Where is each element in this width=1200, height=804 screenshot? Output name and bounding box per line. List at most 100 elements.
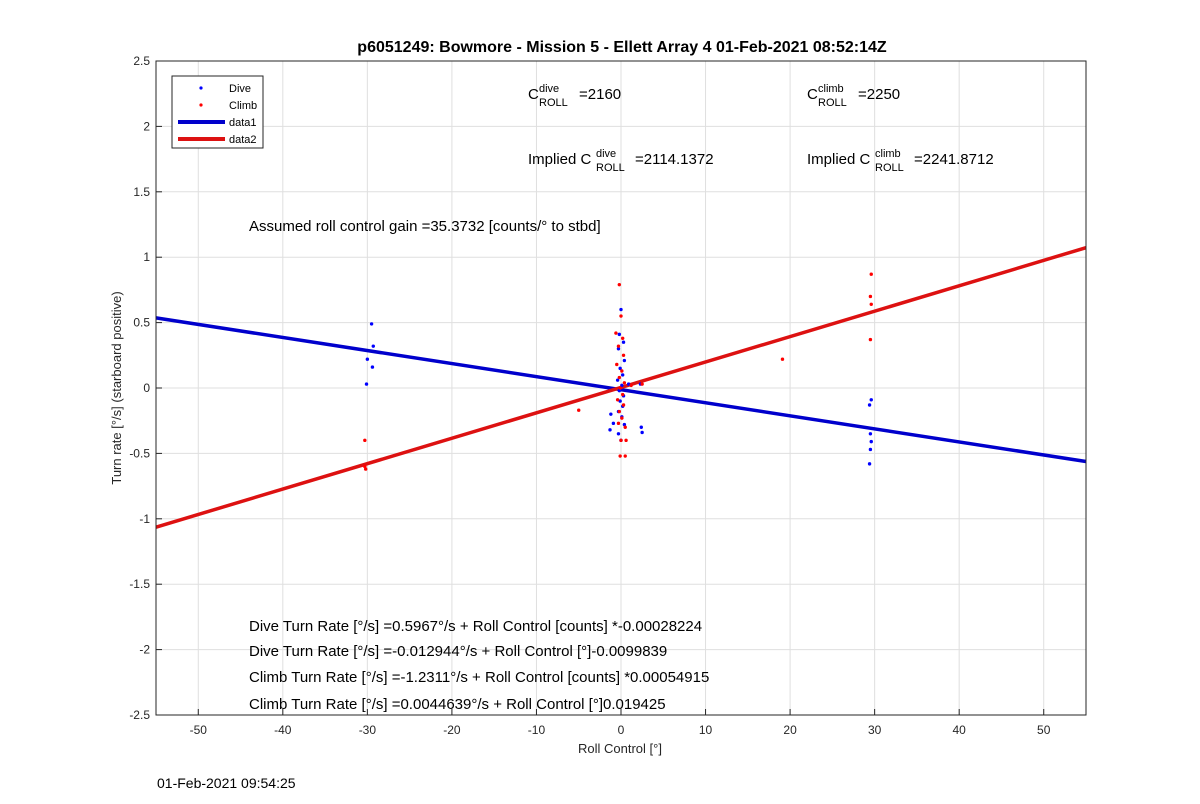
point-climb — [620, 369, 624, 373]
point-dive — [869, 439, 873, 444]
implied-climb-prefix: Implied C — [807, 151, 871, 168]
point-climb — [624, 438, 628, 443]
point-climb — [629, 383, 633, 388]
point-dive — [867, 403, 872, 407]
point-dive — [640, 430, 644, 435]
point-climb — [614, 331, 618, 335]
point-climb — [623, 425, 627, 429]
legend-climb-label: Climb — [229, 100, 257, 112]
x-tick-labels: -50 -40 -30 -20 -10 0 10 20 30 40 50 — [190, 723, 1051, 737]
point-climb — [619, 314, 623, 318]
point-dive — [639, 425, 643, 429]
annotation-implied-climb: Implied C climb ROLL =2241.8712 — [807, 148, 994, 174]
point-climb — [616, 421, 621, 426]
point-climb — [615, 362, 619, 367]
x-tick-label: -10 — [528, 723, 546, 737]
point-climb — [869, 302, 873, 306]
legend-box — [171, 75, 264, 149]
x-tick-label: -20 — [443, 723, 461, 737]
point-dive — [619, 307, 623, 312]
point-climb — [622, 381, 627, 385]
point-dive — [868, 432, 873, 436]
series-data1-line — [155, 316, 1087, 464]
c-dive-value: =2160 — [579, 86, 621, 103]
y-tick-label: -2 — [139, 643, 150, 657]
point-dive — [611, 421, 616, 426]
point-dive — [622, 358, 627, 363]
y-tick-label: 1.5 — [133, 185, 150, 199]
point-dive — [617, 388, 622, 393]
implied-dive-sub: ROLL — [596, 162, 625, 174]
legend-climb-marker — [199, 103, 203, 107]
footer-timestamp: 01-Feb-2021 09:54:25 — [157, 775, 296, 791]
y-tick-label: -1 — [139, 512, 150, 526]
point-dive — [369, 322, 374, 326]
chart-title: p6051249: Bowmore - Mission 5 - Ellett A… — [357, 39, 887, 56]
point-dive — [626, 382, 631, 386]
y-tick-label: 0.5 — [133, 316, 150, 330]
x-tick-label: 20 — [783, 723, 797, 737]
point-dive — [618, 366, 622, 371]
point-dive — [622, 422, 627, 427]
x-tick-label: 40 — [953, 723, 967, 737]
c-climb-sup: climb — [818, 83, 844, 95]
point-climb — [617, 409, 622, 414]
point-climb — [363, 467, 368, 471]
point-climb — [617, 375, 622, 380]
annotation-c-climb: C climb ROLL =2250 — [807, 83, 900, 109]
point-climb — [868, 337, 873, 342]
implied-dive-prefix: Implied C — [528, 151, 592, 168]
annotation-implied-dive: Implied C dive ROLL =2114.1372 — [528, 148, 714, 174]
y-axis-label: Turn rate [°/s] (starboard positive) — [109, 291, 124, 484]
point-dive — [617, 332, 622, 337]
equation-climb-degrees: Climb Turn Rate [°/s] =0.0044639°/s + Ro… — [249, 696, 666, 713]
legend: Dive Climb data1 data2 — [171, 75, 264, 149]
point-dive — [616, 347, 621, 351]
y-tick-label: 1 — [143, 250, 150, 264]
point-dive — [618, 399, 622, 403]
implied-climb-value: =2241.8712 — [914, 151, 994, 168]
x-tick-label: -30 — [359, 723, 377, 737]
point-dive — [621, 340, 626, 344]
point-climb — [621, 403, 626, 407]
y-tick-label: 2.5 — [133, 54, 150, 68]
point-dive — [615, 378, 620, 382]
y-tick-label: -0.5 — [129, 446, 150, 460]
point-climb — [620, 392, 625, 397]
equation-climb-counts: Climb Turn Rate [°/s] =-1.2311°/s + Roll… — [249, 669, 709, 686]
point-climb — [640, 382, 644, 386]
x-tick-label: -40 — [274, 723, 292, 737]
point-climb — [619, 438, 623, 443]
x-tick-label: 30 — [868, 723, 882, 737]
x-axis-label: Roll Control [°] — [578, 741, 662, 756]
c-climb-base: C — [807, 86, 818, 103]
point-dive — [869, 398, 873, 402]
x-tick-label: 0 — [618, 723, 625, 737]
y-tick-label: -1.5 — [129, 577, 150, 591]
x-tick-label: -50 — [190, 723, 208, 737]
equation-dive-counts: Dive Turn Rate [°/s] =0.5967°/s + Roll C… — [249, 618, 702, 635]
y-tick-label: 2 — [143, 119, 150, 133]
point-climb — [618, 386, 622, 390]
point-climb — [616, 344, 621, 348]
x-tick-label: 50 — [1037, 723, 1051, 737]
implied-dive-value: =2114.1372 — [635, 151, 714, 168]
y-tick-label: 0 — [143, 381, 150, 395]
annotation-c-dive: C dive ROLL =2160 — [528, 83, 621, 109]
y-tick-labels: -2.5 -2 -1.5 -1 -0.5 0 0.5 1 1.5 2 2.5 — [129, 54, 150, 722]
c-climb-sub: ROLL — [818, 97, 847, 109]
point-dive — [868, 447, 873, 452]
c-dive-base: C — [528, 86, 539, 103]
c-climb-value: =2250 — [858, 86, 900, 103]
gain-annotation: Assumed roll control gain =35.3732 [coun… — [249, 218, 601, 235]
point-climb — [363, 464, 367, 469]
point-climb — [869, 272, 873, 276]
point-dive — [620, 373, 625, 377]
legend-dive-marker — [199, 86, 203, 90]
point-climb — [615, 398, 620, 402]
point-dive — [364, 382, 369, 386]
point-climb — [617, 282, 622, 287]
point-climb — [621, 353, 626, 357]
point-dive — [365, 357, 370, 361]
point-climb — [623, 454, 627, 458]
